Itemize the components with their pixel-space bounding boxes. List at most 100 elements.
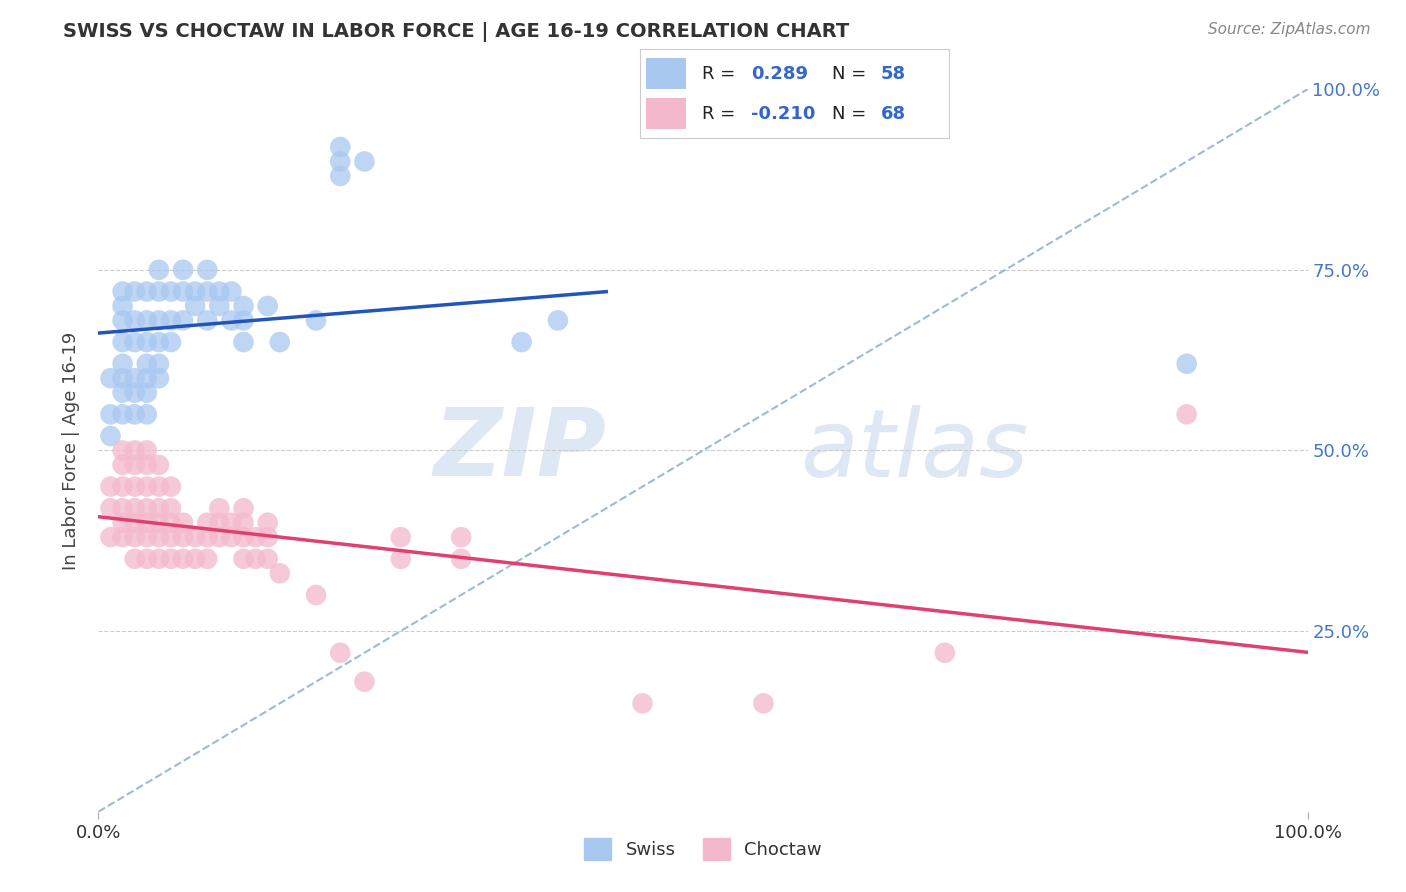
Point — [184, 530, 207, 544]
Point — [160, 551, 183, 566]
Point — [195, 285, 218, 299]
Point — [135, 407, 157, 421]
Text: SWISS VS CHOCTAW IN LABOR FORCE | AGE 16-19 CORRELATION CHART: SWISS VS CHOCTAW IN LABOR FORCE | AGE 16… — [63, 22, 849, 42]
Point — [100, 530, 122, 544]
Bar — [645, 58, 686, 89]
Point — [232, 530, 254, 544]
Point — [100, 480, 122, 494]
Point — [208, 299, 231, 313]
Point — [148, 334, 170, 349]
Text: 0.289: 0.289 — [751, 64, 808, 83]
Point — [124, 480, 146, 494]
Point — [135, 285, 157, 299]
Point — [934, 646, 956, 660]
Text: N =: N = — [831, 104, 872, 123]
Point — [148, 313, 170, 327]
Point — [172, 285, 194, 299]
Point — [631, 696, 654, 710]
Point — [160, 530, 183, 544]
Point — [135, 516, 157, 530]
Point — [172, 262, 194, 277]
Point — [135, 334, 157, 349]
Point — [148, 530, 170, 544]
Point — [124, 371, 146, 385]
Point — [752, 696, 775, 710]
Point — [232, 334, 254, 349]
Bar — [645, 98, 686, 129]
Point — [353, 154, 375, 169]
Point — [135, 313, 157, 327]
Point — [221, 516, 243, 530]
Point — [124, 501, 146, 516]
Point — [195, 530, 218, 544]
Point — [124, 285, 146, 299]
Point — [111, 371, 134, 385]
Point — [124, 385, 146, 400]
Point — [124, 458, 146, 472]
Point — [172, 516, 194, 530]
Point — [305, 313, 328, 327]
Point — [256, 516, 278, 530]
Point — [232, 501, 254, 516]
Point — [100, 501, 122, 516]
Point — [160, 501, 183, 516]
Point — [160, 516, 183, 530]
Point — [195, 516, 218, 530]
Point — [124, 551, 146, 566]
Point — [148, 501, 170, 516]
Point — [256, 551, 278, 566]
Text: N =: N = — [831, 64, 872, 83]
Point — [111, 299, 134, 313]
Point — [389, 530, 412, 544]
Point — [111, 530, 134, 544]
Point — [124, 407, 146, 421]
Point — [221, 285, 243, 299]
Point — [160, 480, 183, 494]
Point — [148, 458, 170, 472]
Point — [256, 530, 278, 544]
Point — [100, 407, 122, 421]
Point — [160, 313, 183, 327]
Point — [329, 169, 352, 183]
Text: R =: R = — [702, 104, 741, 123]
Point — [148, 516, 170, 530]
Point — [208, 530, 231, 544]
Point — [148, 371, 170, 385]
Point — [232, 313, 254, 327]
Point — [160, 285, 183, 299]
Point — [160, 334, 183, 349]
Point — [135, 443, 157, 458]
Point — [195, 551, 218, 566]
Y-axis label: In Labor Force | Age 16-19: In Labor Force | Age 16-19 — [62, 331, 80, 570]
Point — [124, 516, 146, 530]
Point — [389, 551, 412, 566]
Text: 58: 58 — [882, 64, 905, 83]
Point — [135, 371, 157, 385]
Point — [111, 501, 134, 516]
Point — [100, 429, 122, 443]
Point — [135, 480, 157, 494]
Point — [208, 501, 231, 516]
Point — [450, 551, 472, 566]
Point — [256, 299, 278, 313]
Point — [111, 285, 134, 299]
Point — [184, 299, 207, 313]
Point — [1175, 357, 1198, 371]
Point — [172, 313, 194, 327]
Point — [135, 530, 157, 544]
Point — [184, 285, 207, 299]
Point — [329, 646, 352, 660]
Text: 68: 68 — [882, 104, 905, 123]
Text: -0.210: -0.210 — [751, 104, 815, 123]
Text: R =: R = — [702, 64, 741, 83]
Point — [232, 299, 254, 313]
Point — [269, 566, 291, 581]
Point — [184, 551, 207, 566]
Point — [135, 501, 157, 516]
Text: ZIP: ZIP — [433, 404, 606, 497]
Point — [124, 313, 146, 327]
Point — [111, 357, 134, 371]
Point — [148, 357, 170, 371]
Point — [172, 551, 194, 566]
Point — [111, 516, 134, 530]
